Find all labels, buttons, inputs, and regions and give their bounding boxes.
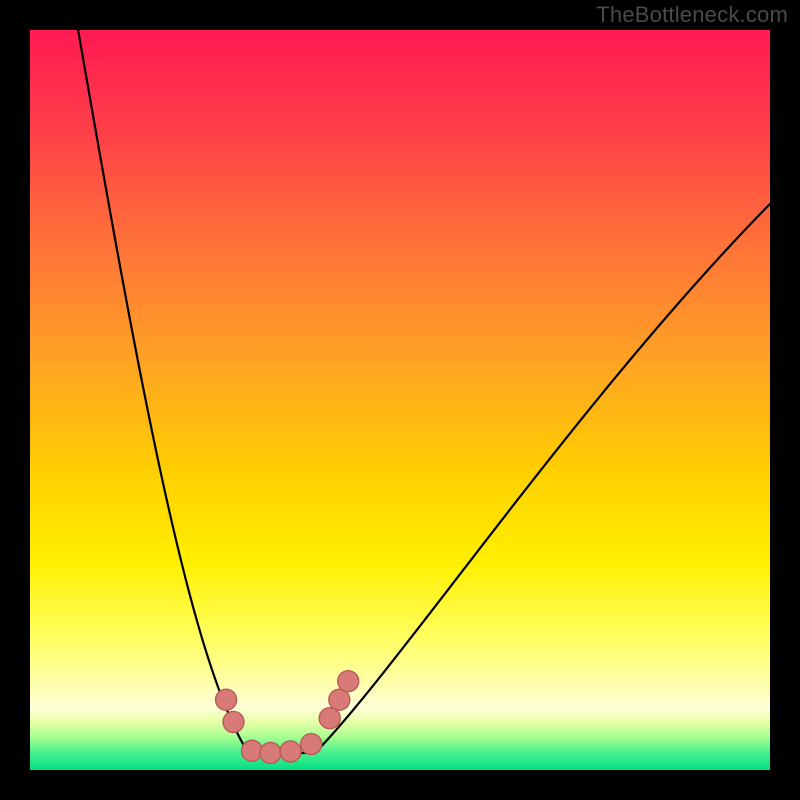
- data-marker: [260, 742, 281, 763]
- data-marker: [338, 671, 359, 692]
- data-marker: [329, 689, 350, 710]
- watermark-text: TheBottleneck.com: [596, 2, 788, 28]
- data-marker: [223, 711, 244, 732]
- data-marker: [242, 740, 263, 761]
- bottleneck-curve-chart: [0, 0, 800, 800]
- chart-plot-background: [30, 30, 770, 770]
- data-marker: [301, 734, 322, 755]
- chart-container: TheBottleneck.com: [0, 0, 800, 800]
- data-marker: [319, 708, 340, 729]
- data-marker: [280, 741, 301, 762]
- data-marker: [216, 689, 237, 710]
